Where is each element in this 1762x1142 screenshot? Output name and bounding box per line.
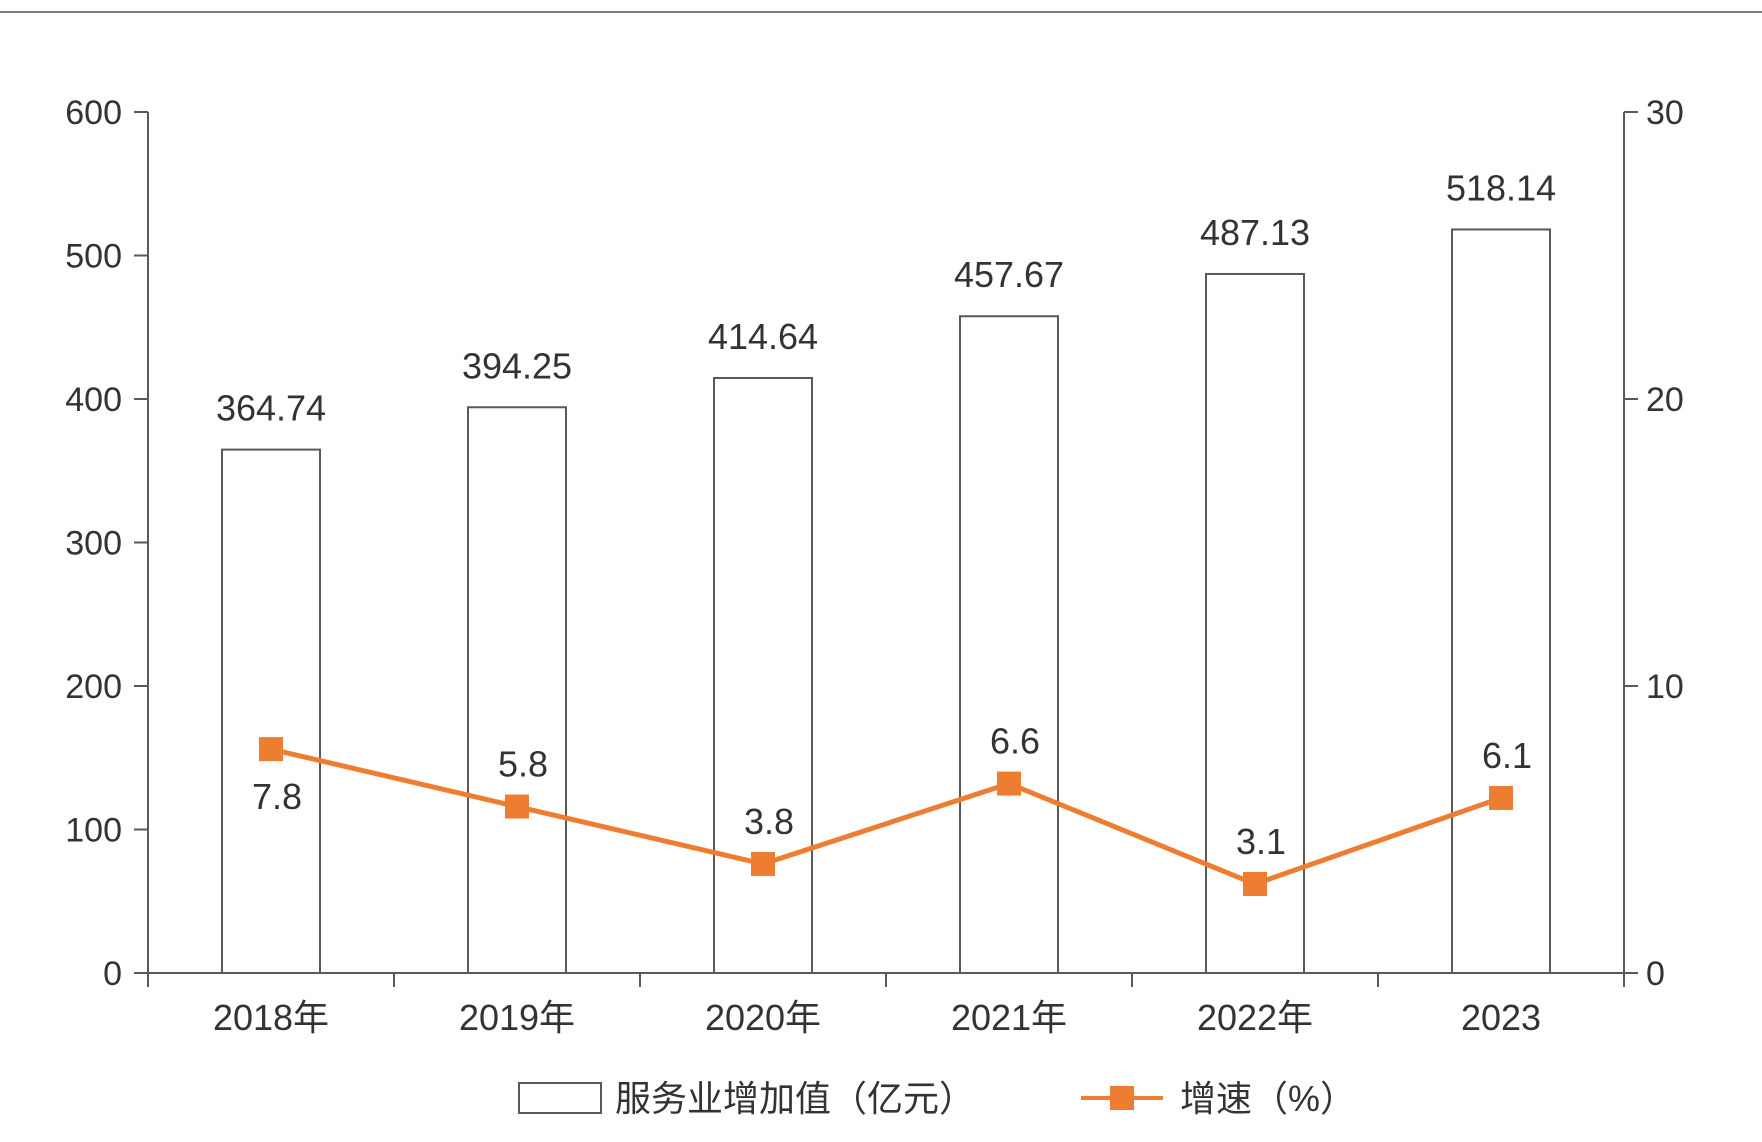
legend-line-marker	[1110, 1086, 1134, 1110]
bar	[467, 406, 567, 975]
bar-value-label: 457.67	[954, 254, 1064, 295]
y-left-tick-label: 0	[103, 955, 122, 993]
y-right-tick-label: 20	[1646, 381, 1684, 419]
x-tick-label: 2021年	[951, 997, 1067, 1038]
y-right-tick-label: 30	[1646, 94, 1684, 132]
bar	[221, 448, 321, 975]
x-tick-label: 2018年	[213, 997, 329, 1038]
growth-line	[270, 746, 1502, 887]
bar	[713, 376, 813, 975]
bar-series	[221, 228, 1551, 975]
legend: 服务业增加值（亿元） 增速（%）	[518, 1078, 1356, 1119]
y-left-tick-label: 400	[65, 381, 122, 419]
x-tick-label: 2023	[1461, 997, 1541, 1038]
bar-value-label: 394.25	[462, 345, 572, 386]
line-marker	[997, 771, 1021, 796]
y-left-tick-label: 100	[65, 812, 122, 850]
axes: 0 100 200 300 400 500 600 0 10 20 30 2018年 2019年 2020…	[65, 94, 1684, 1038]
line-marker	[505, 794, 529, 819]
line-value-label: 6.1	[1482, 735, 1532, 776]
y-right-tick-label: 10	[1646, 668, 1684, 706]
x-tick-label: 2022年	[1197, 997, 1313, 1038]
x-tick-label: 2019年	[459, 997, 575, 1038]
line-value-label: 3.1	[1236, 821, 1286, 862]
bar	[1205, 272, 1305, 974]
bar	[959, 315, 1059, 975]
line-value-label: 6.6	[990, 721, 1040, 762]
y-right-tick-label: 0	[1646, 955, 1665, 993]
bar-value-label: 364.74	[216, 388, 326, 429]
x-tick-label: 2020年	[705, 997, 821, 1038]
line-value-label: 3.8	[744, 801, 794, 842]
line-marker	[1489, 785, 1513, 810]
line-series	[259, 737, 1513, 897]
y-left-tick-label: 600	[65, 94, 122, 132]
bar	[1451, 228, 1551, 974]
y-left-tick-label: 200	[65, 668, 122, 706]
line-value-label: 5.8	[498, 744, 548, 785]
legend-line-label: 增速（%）	[1180, 1078, 1356, 1119]
legend-bar-label: 服务业增加值（亿元）	[615, 1078, 975, 1119]
line-value-label: 7.8	[252, 776, 302, 817]
legend-bar-swatch	[518, 1082, 602, 1114]
line-marker	[259, 737, 283, 762]
bar-value-label: 414.64	[708, 316, 818, 357]
y-left-tick-label: 500	[65, 238, 122, 276]
y-left-tick-label: 300	[65, 525, 122, 563]
bar-value-label: 487.13	[1200, 212, 1310, 253]
data-labels: 364.74 394.25 414.64 457.67 487.13 518.14 7.8 5…	[216, 167, 1556, 862]
bar-value-label: 518.14	[1446, 167, 1556, 208]
line-marker	[751, 851, 775, 876]
line-marker	[1243, 872, 1267, 897]
